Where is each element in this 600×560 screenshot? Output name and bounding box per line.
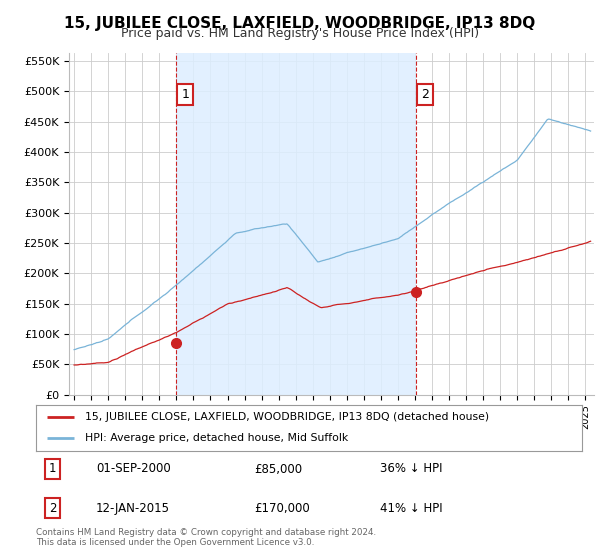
Text: 01-SEP-2000: 01-SEP-2000 — [96, 463, 171, 475]
Text: 36% ↓ HPI: 36% ↓ HPI — [380, 463, 442, 475]
Bar — [176, 53, 416, 395]
Text: 41% ↓ HPI: 41% ↓ HPI — [380, 502, 443, 515]
Text: Price paid vs. HM Land Registry's House Price Index (HPI): Price paid vs. HM Land Registry's House … — [121, 27, 479, 40]
Text: 15, JUBILEE CLOSE, LAXFIELD, WOODBRIDGE, IP13 8DQ: 15, JUBILEE CLOSE, LAXFIELD, WOODBRIDGE,… — [64, 16, 536, 31]
Text: HPI: Average price, detached house, Mid Suffolk: HPI: Average price, detached house, Mid … — [85, 433, 349, 444]
Text: £85,000: £85,000 — [254, 463, 302, 475]
Text: 1: 1 — [49, 463, 56, 475]
Text: 12-JAN-2015: 12-JAN-2015 — [96, 502, 170, 515]
Text: £170,000: £170,000 — [254, 502, 310, 515]
Text: 2: 2 — [49, 502, 56, 515]
Text: 15, JUBILEE CLOSE, LAXFIELD, WOODBRIDGE, IP13 8DQ (detached house): 15, JUBILEE CLOSE, LAXFIELD, WOODBRIDGE,… — [85, 412, 489, 422]
Text: 2: 2 — [421, 88, 428, 101]
Text: Contains HM Land Registry data © Crown copyright and database right 2024.
This d: Contains HM Land Registry data © Crown c… — [36, 528, 376, 547]
Text: 1: 1 — [181, 88, 190, 101]
